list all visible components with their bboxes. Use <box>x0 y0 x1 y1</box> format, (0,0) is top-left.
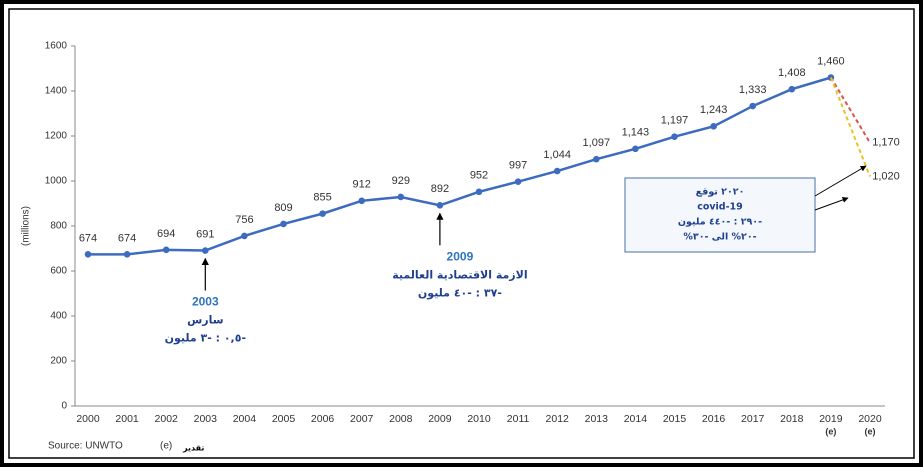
x-tick-label: 2019 <box>819 413 843 425</box>
x-tick-label: 2015 <box>663 413 687 425</box>
y-tick-label: 600 <box>50 266 67 277</box>
x-tick-label: 2018 <box>780 413 804 425</box>
x-tick-label: 2013 <box>585 413 609 425</box>
x-tick-note: (e) <box>825 426 836 436</box>
y-axis-label: (millions) <box>21 206 32 246</box>
series-line <box>830 76 871 144</box>
forecast-text: -٢٩٠ : -٤٤٠ مليون <box>678 217 762 228</box>
x-tick-label: 2010 <box>467 413 491 425</box>
y-tick-label: 1000 <box>45 176 68 187</box>
x-tick-label: 2001 <box>115 413 139 425</box>
data-label: 912 <box>353 179 371 191</box>
annotation-year: 2003 <box>192 295 219 309</box>
data-label: 929 <box>392 175 410 187</box>
forecast-arrow <box>814 197 849 211</box>
data-label: 892 <box>431 183 449 195</box>
x-tick-label: 2020 <box>858 413 882 425</box>
inner-frame <box>8 8 915 459</box>
data-label: 1,170 <box>872 137 900 149</box>
x-tick-label: 2005 <box>272 413 296 425</box>
point <box>788 85 796 93</box>
x-tick-label: 2017 <box>741 413 765 425</box>
data-label: 691 <box>196 228 214 240</box>
point <box>514 178 522 185</box>
x-tick-label: 2008 <box>389 413 413 425</box>
x-tick-label: 2004 <box>233 413 257 425</box>
y-tick-label: 1600 <box>45 41 68 52</box>
data-label: 1,460 <box>817 55 845 67</box>
data-label: 855 <box>313 192 331 204</box>
data-label: 756 <box>235 214 253 226</box>
data-label: 1,143 <box>622 127 650 139</box>
x-tick-label: 2016 <box>702 413 726 425</box>
forecast-text: covid-19 <box>697 202 743 213</box>
x-tick-label: 2006 <box>311 413 335 425</box>
x-tick-label: 2002 <box>155 413 179 425</box>
data-label: 809 <box>274 202 292 214</box>
point <box>671 133 678 140</box>
data-label: 694 <box>157 228 175 240</box>
y-tick-label: 800 <box>50 221 67 232</box>
annotation-text: -٣٧ : -٤٠ مليون <box>418 286 502 299</box>
point <box>475 188 483 196</box>
x-tick-label: 2012 <box>546 413 570 425</box>
data-label: 1,243 <box>700 104 728 116</box>
series-line <box>88 76 832 256</box>
point <box>162 246 170 254</box>
point <box>749 102 756 110</box>
data-label: 997 <box>509 160 527 172</box>
annotation-year: 2009 <box>447 249 474 263</box>
data-label: 1,020 <box>872 170 900 182</box>
point <box>241 232 248 240</box>
point <box>319 210 326 217</box>
y-tick-label: 1200 <box>45 131 68 142</box>
x-tick-label: 2014 <box>624 413 648 425</box>
annotation-text: الازمة الاقتصادية العالمية <box>392 268 527 281</box>
forecast-text: -٢٠% الى -٣٠% <box>683 232 756 243</box>
x-tick-note: (e) <box>865 426 876 436</box>
y-tick-label: 1400 <box>45 86 68 97</box>
x-tick-label: 2011 <box>507 413 530 425</box>
data-label: 674 <box>118 232 136 244</box>
x-tick-label: 2000 <box>76 413 100 425</box>
data-label: 1,408 <box>778 67 806 79</box>
point <box>710 123 717 130</box>
data-label: 1,333 <box>739 84 767 96</box>
point <box>123 251 131 258</box>
estimate-word: تقدير <box>182 444 204 453</box>
data-label: 1,197 <box>661 115 689 127</box>
y-tick-label: 0 <box>61 401 67 412</box>
point <box>593 155 600 163</box>
forecast-arrow <box>814 165 867 197</box>
point <box>84 251 92 258</box>
x-tick-label: 2009 <box>428 413 452 425</box>
forecast-box <box>624 177 816 253</box>
y-tick-label: 200 <box>50 356 67 367</box>
estimate-key: (e) <box>160 441 172 452</box>
x-tick-label: 2003 <box>194 413 218 425</box>
data-label: 674 <box>79 232 97 244</box>
point <box>358 197 366 205</box>
data-label: 1,044 <box>543 149 571 161</box>
source: Source: UNWTO <box>48 441 123 452</box>
point <box>202 247 209 254</box>
y-tick-label: 400 <box>50 311 67 322</box>
annotation-text: -٠,٥ : -٣ مليون <box>165 332 246 345</box>
data-label: 1,097 <box>583 137 611 149</box>
data-label: 952 <box>470 170 488 182</box>
point <box>280 220 287 228</box>
x-tick-label: 2007 <box>350 413 374 425</box>
forecast-text: ٢٠٢٠ توقع <box>696 187 745 198</box>
series-line <box>829 77 871 177</box>
point <box>553 167 561 175</box>
point <box>397 193 405 201</box>
annotation-text: سارس <box>187 314 223 327</box>
point <box>632 145 639 153</box>
point <box>436 202 444 209</box>
